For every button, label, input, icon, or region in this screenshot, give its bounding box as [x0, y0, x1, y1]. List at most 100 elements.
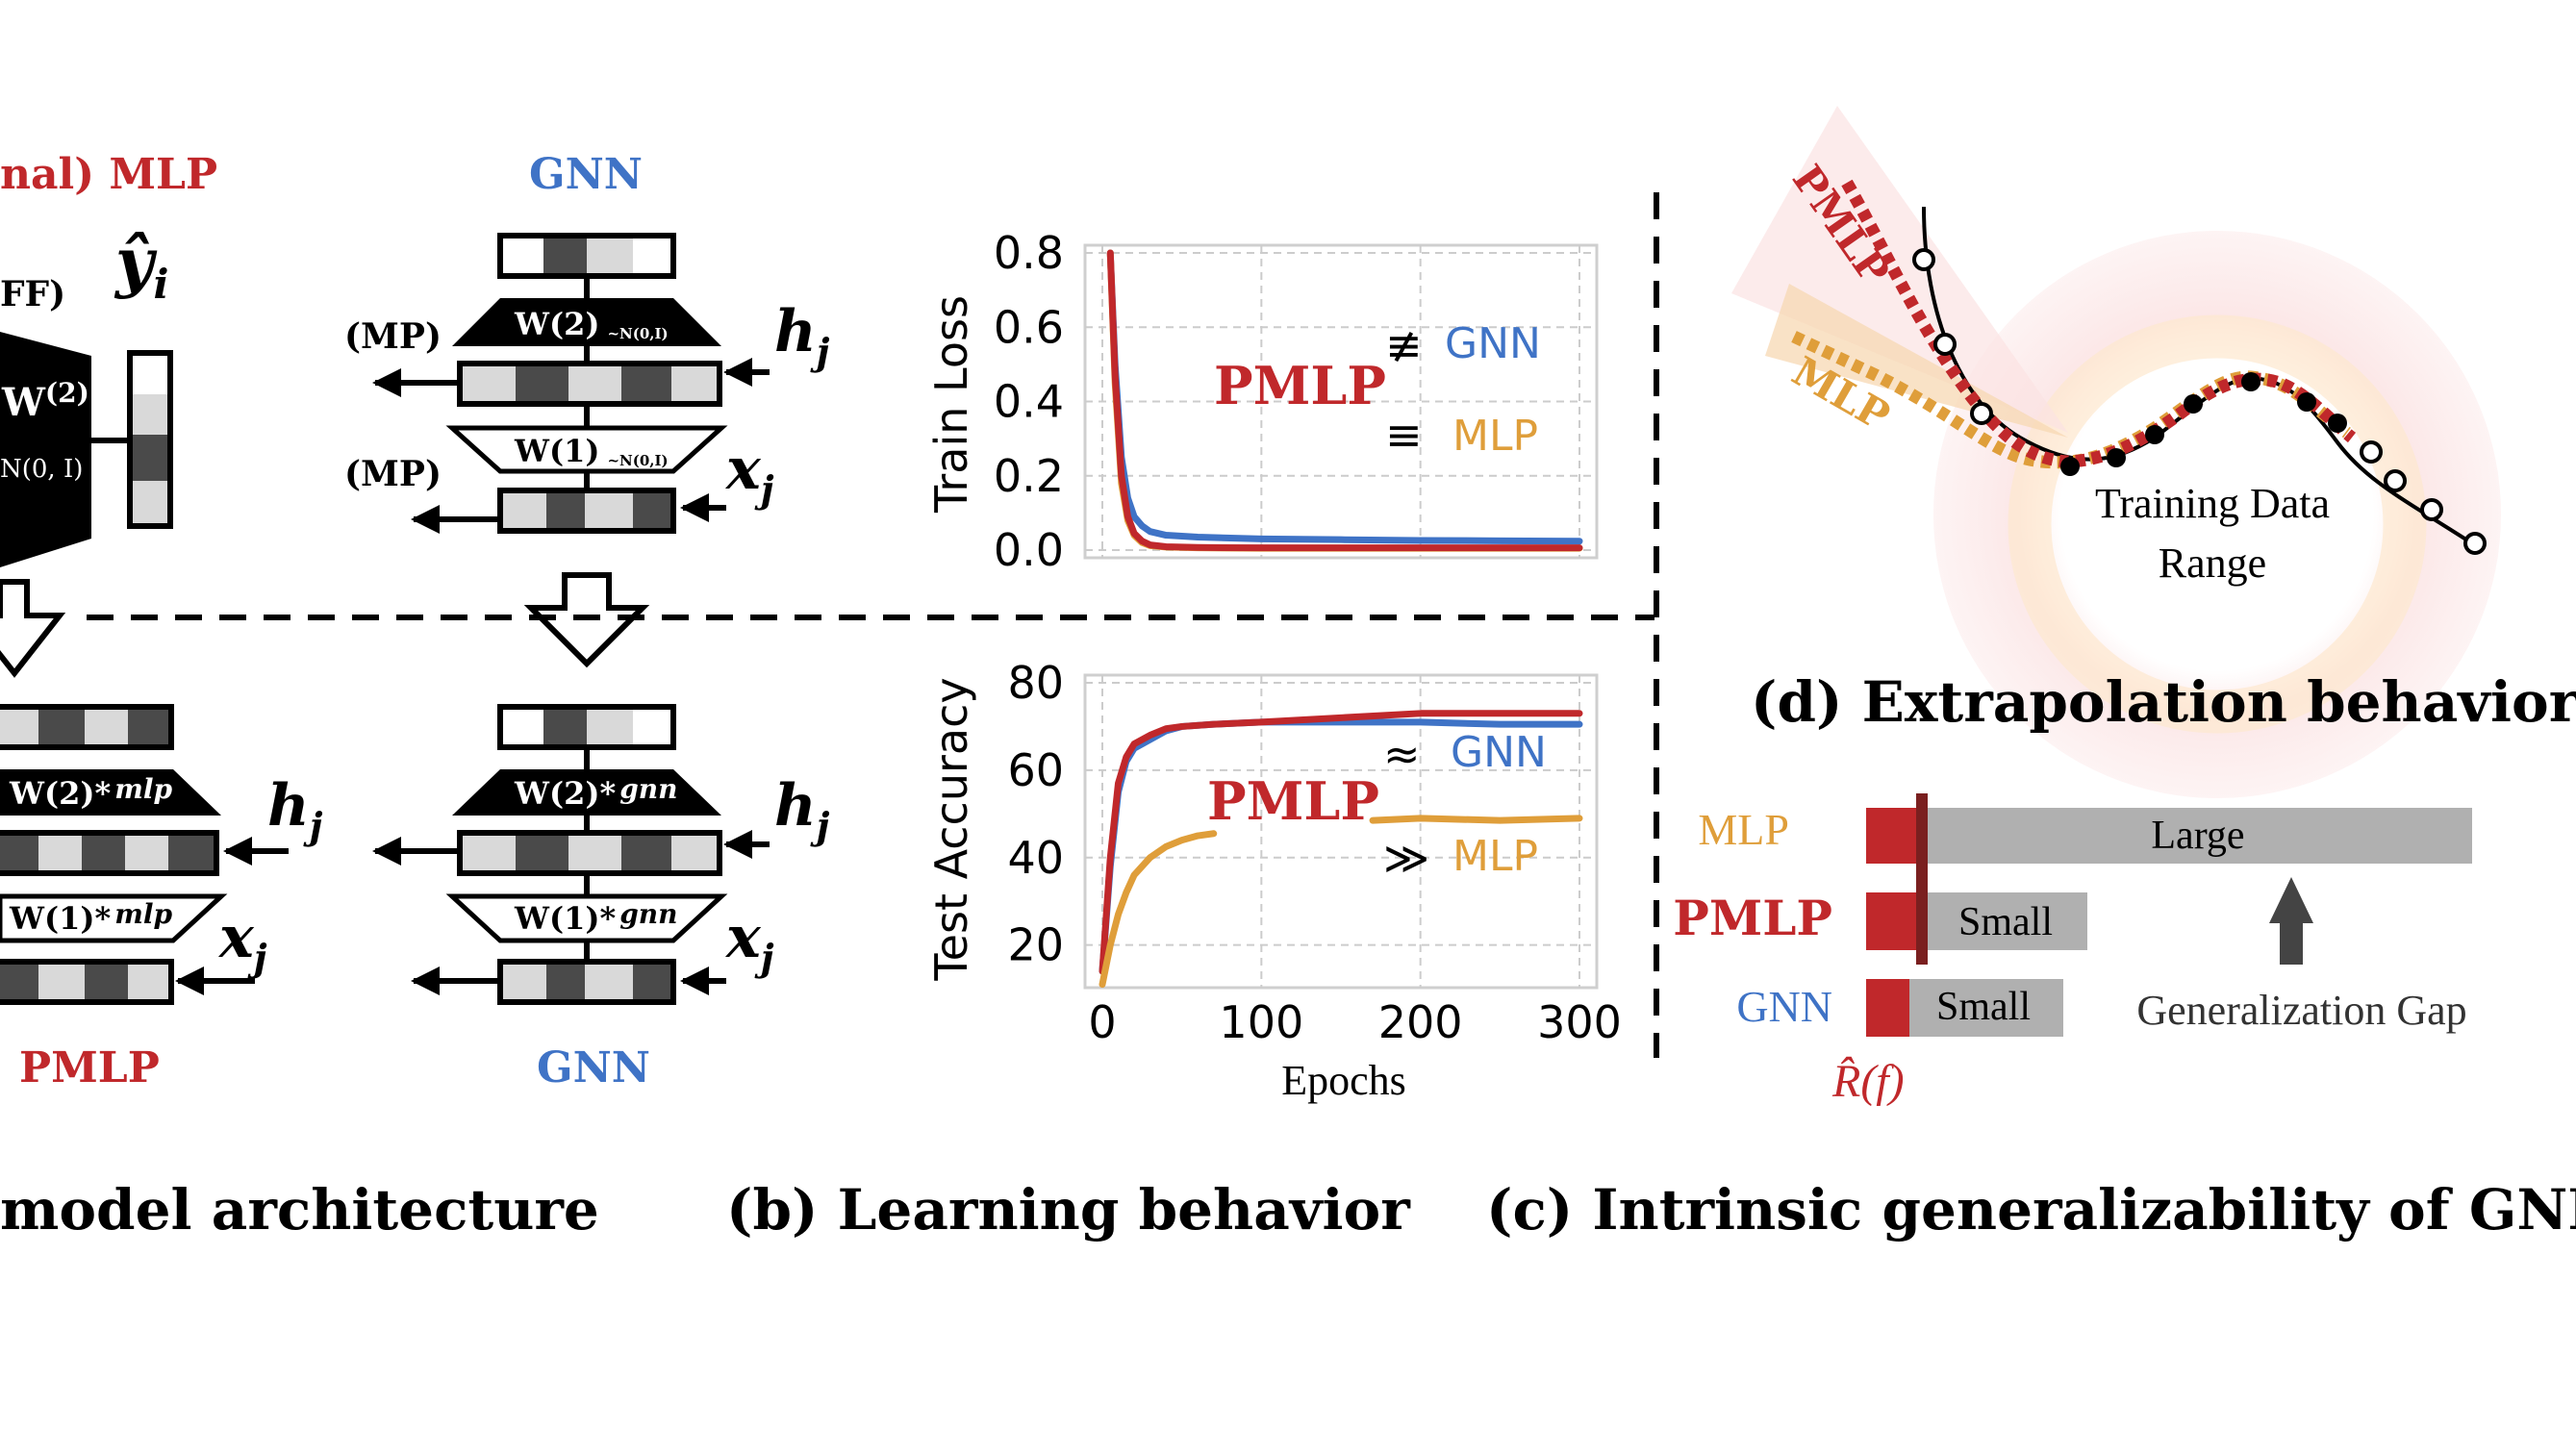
- mp-label-top: (MP): [344, 316, 442, 357]
- train-rel-gnn: ≢: [1385, 319, 1423, 371]
- series-line-pmlp: [1099, 710, 1583, 975]
- gnn-top-title: GNN: [529, 150, 643, 199]
- mlp-w2-dist: N(0, I): [0, 455, 83, 484]
- mlp-fit-dotted: [1791, 331, 2351, 469]
- gnn-top-hidden-vector: [457, 361, 722, 407]
- pmlp-w2-label: W(2)* mlp: [9, 773, 172, 812]
- y-tick-label: 60: [1007, 744, 1064, 796]
- gnn-top-input-vector: [497, 488, 676, 534]
- test-rel-gnn: ≈: [1383, 728, 1421, 780]
- panel-b-learning: 0.00.20.40.60.8 Train Loss PMLP ≢ GNN ≡ …: [726, 227, 1622, 1243]
- series-line-mlp: [1099, 830, 1218, 989]
- gnn-w1-layer: [445, 425, 728, 474]
- h-j-gnn-bottom: hj: [774, 772, 830, 847]
- mlp-risk-bar: [1866, 808, 1924, 864]
- y-tick-label: 0.0: [994, 524, 1064, 576]
- gnn-bottom-w1-label: W(1)* gnn: [514, 898, 678, 937]
- gnn-w2-layer: [452, 298, 721, 346]
- panel-a-caption: model architecture: [0, 1177, 599, 1243]
- mlp-pmlp-divider: [1916, 793, 1928, 965]
- gnn-bottom-w2-layer: [452, 769, 721, 816]
- panel-a-architecture: nal) MLP FF) ŷi W(2) N(0, I) GNN W(2) ~N(…: [0, 150, 830, 1243]
- mlp-ff-layer: [0, 332, 91, 567]
- pmlp-hidden-vector: [0, 830, 219, 876]
- train-mlp-label: MLP: [1452, 412, 1538, 461]
- pmlp-w1-layer: [0, 893, 228, 943]
- test-pmlp-label: PMLP: [1207, 770, 1379, 832]
- pmlp-bottom-title: PMLP: [19, 1043, 160, 1092]
- x-tick-label: 0: [1088, 996, 1116, 1048]
- h-j-top: hj: [774, 298, 830, 373]
- train-loss-ylabel: Train Loss: [925, 295, 977, 514]
- y-tick-label: 40: [1007, 832, 1064, 884]
- training-range-label-1: Training Data: [2095, 480, 2330, 527]
- x-tick-label: 200: [1378, 996, 1463, 1048]
- gnn-gap-label: Small: [1936, 985, 2031, 1029]
- panel-b-caption: (b) Learning behavior: [726, 1177, 1411, 1243]
- gnn-bottom-title: GNN: [537, 1043, 650, 1092]
- mlp-w2-label: W(2): [1, 377, 89, 425]
- gnn-w1-label: W(1) ~N(0,I): [514, 433, 669, 469]
- gnn-bottom-output-vector: [497, 704, 676, 750]
- pmlp-risk-bar: [1866, 892, 1924, 950]
- gnn-gap-bar: [1909, 979, 2063, 1037]
- test-rel-mlp: ≫: [1383, 832, 1429, 884]
- y-tick-label: 0.2: [994, 450, 1064, 502]
- x-j-pmlp: xj: [217, 904, 267, 979]
- pmlp-w2-layer: [0, 769, 221, 816]
- test-accuracy-ylabel: Test Accuracy: [925, 677, 977, 981]
- y-tick-label: 0.8: [994, 227, 1064, 279]
- down-arrow-left: [0, 579, 66, 678]
- train-gnn-label: GNN: [1445, 319, 1541, 368]
- mlp-gap-bar: [1924, 808, 2472, 864]
- test-points: [1912, 248, 2487, 555]
- panel-c-caption: (c) Intrinsic generalizability of GNN: [1486, 1177, 2576, 1243]
- mlp-row-label: MLP: [1698, 805, 1789, 854]
- pmlp-w1-label: W(1)* mlp: [9, 898, 172, 937]
- pmlp-output-vector: [0, 704, 174, 750]
- panel-c-generalizability: MLP PMLP GNN Large Small Small R̂(f) Gen…: [1486, 793, 2576, 1243]
- generalization-gap-label: Generalization Gap: [2136, 987, 2466, 1034]
- series-line-mlp: [1369, 815, 1583, 824]
- gnn-top-output-vector: [497, 233, 676, 279]
- gnn-w2-label: W(2) ~N(0,I): [514, 306, 669, 342]
- mlp-gap-label: Large: [2151, 814, 2244, 858]
- x-tick-label: 300: [1537, 996, 1622, 1048]
- epochs-xlabel: Epochs: [1281, 1057, 1406, 1104]
- ff-label: FF): [0, 274, 65, 314]
- h-j-pmlp: hj: [267, 772, 323, 847]
- panel-d-caption: (d) Extrapolation behavior: [1751, 669, 2576, 735]
- training-range-inner-ring: [2008, 314, 2427, 734]
- pmlp-gap-bar: [1924, 892, 2087, 950]
- gnn-bottom-input-vector: [497, 959, 676, 1005]
- gnn-bottom-hidden-vector: [457, 830, 722, 876]
- gnn-bottom-w2-label: W(2)* gnn: [514, 773, 678, 812]
- pmlp-gap-label: Small: [1958, 900, 2053, 944]
- series-line-pmlp: [1106, 249, 1583, 552]
- gnn-risk-bar: [1866, 979, 1909, 1037]
- mlp-uncertainty-cone: [1765, 284, 2068, 438]
- panel-d-extrapolation: PMLP MLP Training Data Range (d) Extrapo…: [1731, 106, 2576, 798]
- mlp-output-vector: [127, 350, 173, 529]
- y-tick-label: 20: [1007, 919, 1064, 971]
- train-pmlp-label: PMLP: [1214, 355, 1386, 416]
- gnn-row-label: GNN: [1736, 982, 1832, 1031]
- train-loss-chart: 0.00.20.40.60.8 Train Loss PMLP ≢ GNN ≡ …: [925, 227, 1599, 576]
- x-j-gnn-bottom: xj: [724, 904, 774, 979]
- y-hat-symbol: ŷi: [114, 224, 168, 308]
- training-points: [2060, 372, 2347, 476]
- pmlp-fit-dotted: [1841, 179, 2357, 468]
- gnn-bottom-w1-layer: [445, 893, 728, 943]
- mlp-title: nal) MLP: [0, 150, 217, 199]
- x-j-top: xj: [724, 436, 774, 511]
- y-tick-label: 0.6: [994, 301, 1064, 353]
- mp-label-bottom: (MP): [344, 454, 442, 494]
- pmlp-row-label: PMLP: [1673, 890, 1832, 946]
- y-tick-label: 0.4: [994, 376, 1064, 428]
- gap-up-arrow: [2269, 877, 2313, 965]
- train-rel-mlp: ≡: [1385, 409, 1423, 461]
- x-tick-label: 100: [1219, 996, 1303, 1048]
- pmlp-input-vector: [0, 959, 174, 1005]
